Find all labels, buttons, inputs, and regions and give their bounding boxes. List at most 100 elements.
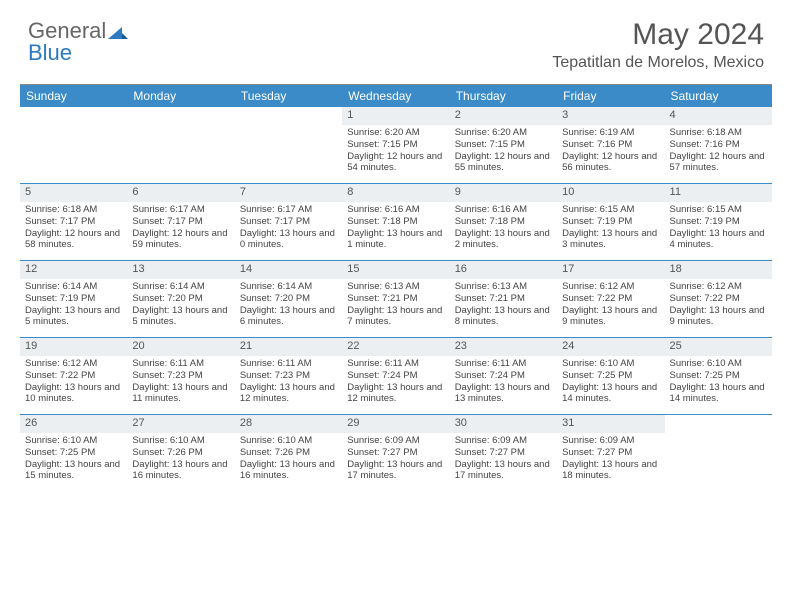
sunset-line: Sunset: 7:18 PM <box>347 216 444 228</box>
day-body: Sunrise: 6:11 AMSunset: 7:23 PMDaylight:… <box>127 358 234 409</box>
sunrise-line: Sunrise: 6:14 AM <box>240 281 337 293</box>
day-body: Sunrise: 6:12 AMSunset: 7:22 PMDaylight:… <box>557 281 664 332</box>
weekday-monday: Monday <box>127 85 234 107</box>
sunset-line: Sunset: 7:15 PM <box>347 139 444 151</box>
sunset-line: Sunset: 7:18 PM <box>455 216 552 228</box>
day-body: Sunrise: 6:12 AMSunset: 7:22 PMDaylight:… <box>665 281 772 332</box>
sunrise-line: Sunrise: 6:10 AM <box>132 435 229 447</box>
daylight-line: Daylight: 12 hours and 55 minutes. <box>455 151 552 175</box>
week-row: 19 Sunrise: 6:12 AMSunset: 7:22 PM Dayligh… <box>20 338 772 415</box>
day-body: Sunrise: 6:11 AMSunset: 7:24 PMDaylight:… <box>450 358 557 409</box>
day-5: 5Sunrise: 6:18 AMSunset: 7:17 PMDaylight… <box>20 184 127 260</box>
weekday-thursday: Thursday <box>450 85 557 107</box>
day-body: Sunrise: 6:15 AMSunset: 7:19 PMDaylight:… <box>665 204 772 255</box>
sunset-line: Sunset: 7:24 PM <box>347 370 444 382</box>
title-block: May 2024 Tepatitlan de Morelos, Mexico <box>552 18 764 72</box>
day-body: Sunrise: 6:11 AMSunset: 7:23 PMDaylight:… <box>235 358 342 409</box>
daylight-line: Daylight: 13 hours and 11 minutes. <box>132 382 229 406</box>
daylight-line: Daylight: 13 hours and 8 minutes. <box>455 305 552 329</box>
sunrise-line: Sunrise: 6:12 AM <box>25 358 122 370</box>
sunset-line: Sunset: 7:22 PM <box>25 370 122 382</box>
day-10: 10Sunrise: 6:15 AMSunset: 7:19 PMDayligh… <box>557 184 664 260</box>
sunset-line: Sunset: 7:27 PM <box>347 447 444 459</box>
day-8: 8Sunrise: 6:16 AMSunset: 7:18 PMDaylight… <box>342 184 449 260</box>
weekday-wednesday: Wednesday <box>342 85 449 107</box>
day-30: 30Sunrise: 6:09 AMSunset: 7:27 PMDayligh… <box>450 415 557 491</box>
day-11: 11 Sunrise: 6:15 AMSunset: 7:19 PMDayligh… <box>665 184 772 260</box>
day-number: 20 <box>127 338 234 356</box>
day-15: 15Sunrise: 6:13 AMSunset: 7:21 PMDayligh… <box>342 261 449 337</box>
daylight-line: Daylight: 13 hours and 3 minutes. <box>562 228 659 252</box>
sunset-line: Sunset: 7:16 PM <box>562 139 659 151</box>
day-number: 19 <box>20 338 127 356</box>
sunrise-line: Sunrise: 6:10 AM <box>562 358 659 370</box>
sunset-line: Sunset: 7:16 PM <box>670 139 767 151</box>
day-number: 30 <box>450 415 557 433</box>
daylight-line: Daylight: 12 hours and 58 minutes. <box>25 228 122 252</box>
sunset-line: Sunset: 7:19 PM <box>670 216 767 228</box>
sunset-line: Sunset: 7:22 PM <box>670 293 767 305</box>
day-body: Sunrise: 6:17 AMSunset: 7:17 PMDaylight:… <box>127 204 234 255</box>
location: Tepatitlan de Morelos, Mexico <box>552 54 764 72</box>
day-number: 23 <box>450 338 557 356</box>
daylight-line: Daylight: 13 hours and 5 minutes. <box>25 305 122 329</box>
sunset-line: Sunset: 7:21 PM <box>347 293 444 305</box>
sunset-line: Sunset: 7:25 PM <box>25 447 122 459</box>
sunrise-line: Sunrise: 6:13 AM <box>347 281 444 293</box>
day-7: 7 Sunrise: 6:17 AMSunset: 7:17 PMDaylight… <box>235 184 342 260</box>
sunset-line: Sunset: 7:20 PM <box>132 293 229 305</box>
day-body: Sunrise: 6:16 AMSunset: 7:18 PMDaylight:… <box>342 204 449 255</box>
sunset-line: Sunset: 7:27 PM <box>455 447 552 459</box>
calendar: SundayMondayTuesdayWednesdayThursdayFrid… <box>20 84 772 491</box>
day-body: Sunrise: 6:15 AMSunset: 7:19 PMDaylight:… <box>557 204 664 255</box>
sunset-line: Sunset: 7:25 PM <box>670 370 767 382</box>
header: General May 2024 Tepatitlan de Morelos, … <box>0 0 792 76</box>
sunrise-line: Sunrise: 6:17 AM <box>240 204 337 216</box>
weeks-container: 1Sunrise: 6:20 AMSunset: 7:15 PMDaylight… <box>20 107 772 491</box>
day-27: 27Sunrise: 6:10 AMSunset: 7:26 PMDayligh… <box>127 415 234 491</box>
day-number: 11 <box>665 184 772 202</box>
sunrise-line: Sunrise: 6:12 AM <box>670 281 767 293</box>
daylight-line: Daylight: 13 hours and 9 minutes. <box>562 305 659 329</box>
sunset-line: Sunset: 7:20 PM <box>240 293 337 305</box>
day-18: 18Sunrise: 6:12 AMSunset: 7:22 PMDayligh… <box>665 261 772 337</box>
daylight-line: Daylight: 13 hours and 1 minute. <box>347 228 444 252</box>
day-number: 15 <box>342 261 449 279</box>
sunrise-line: Sunrise: 6:19 AM <box>562 127 659 139</box>
day-number: 4 <box>665 107 772 125</box>
day-13: 13Sunrise: 6:14 AMSunset: 7:20 PMDayligh… <box>127 261 234 337</box>
sunset-line: Sunset: 7:25 PM <box>562 370 659 382</box>
day-21: 21Sunrise: 6:11 AMSunset: 7:23 PMDayligh… <box>235 338 342 414</box>
sunrise-line: Sunrise: 6:10 AM <box>670 358 767 370</box>
day-number: 7 <box>235 184 342 202</box>
daylight-line: Daylight: 13 hours and 16 minutes. <box>132 459 229 483</box>
weekday-header: SundayMondayTuesdayWednesdayThursdayFrid… <box>20 85 772 107</box>
daylight-line: Daylight: 13 hours and 2 minutes. <box>455 228 552 252</box>
weekday-tuesday: Tuesday <box>235 85 342 107</box>
sunset-line: Sunset: 7:22 PM <box>562 293 659 305</box>
day-body: Sunrise: 6:10 AMSunset: 7:26 PMDaylight:… <box>127 435 234 486</box>
day-number: 12 <box>20 261 127 279</box>
sunrise-line: Sunrise: 6:09 AM <box>562 435 659 447</box>
sunrise-line: Sunrise: 6:14 AM <box>132 281 229 293</box>
sunset-line: Sunset: 7:19 PM <box>562 216 659 228</box>
day-body: Sunrise: 6:16 AMSunset: 7:18 PMDaylight:… <box>450 204 557 255</box>
day-body: Sunrise: 6:17 AMSunset: 7:17 PMDaylight:… <box>235 204 342 255</box>
sunrise-line: Sunrise: 6:10 AM <box>240 435 337 447</box>
day-29: 29Sunrise: 6:09 AMSunset: 7:27 PMDayligh… <box>342 415 449 491</box>
daylight-line: Daylight: 13 hours and 14 minutes. <box>562 382 659 406</box>
day-12: 12Sunrise: 6:14 AMSunset: 7:19 PMDayligh… <box>20 261 127 337</box>
sunset-line: Sunset: 7:17 PM <box>132 216 229 228</box>
sunset-line: Sunset: 7:21 PM <box>455 293 552 305</box>
day-number: 2 <box>450 107 557 125</box>
sunset-line: Sunset: 7:24 PM <box>455 370 552 382</box>
day-25: 25Sunrise: 6:10 AMSunset: 7:25 PMDayligh… <box>665 338 772 414</box>
sunrise-line: Sunrise: 6:20 AM <box>347 127 444 139</box>
sunset-line: Sunset: 7:23 PM <box>132 370 229 382</box>
day-number: 5 <box>20 184 127 202</box>
day-body: Sunrise: 6:10 AMSunset: 7:26 PMDaylight:… <box>235 435 342 486</box>
daylight-line: Daylight: 13 hours and 16 minutes. <box>240 459 337 483</box>
day-16: 16Sunrise: 6:13 AMSunset: 7:21 PMDayligh… <box>450 261 557 337</box>
daylight-line: Daylight: 13 hours and 17 minutes. <box>455 459 552 483</box>
day-4: 4Sunrise: 6:18 AMSunset: 7:16 PMDaylight… <box>665 107 772 183</box>
